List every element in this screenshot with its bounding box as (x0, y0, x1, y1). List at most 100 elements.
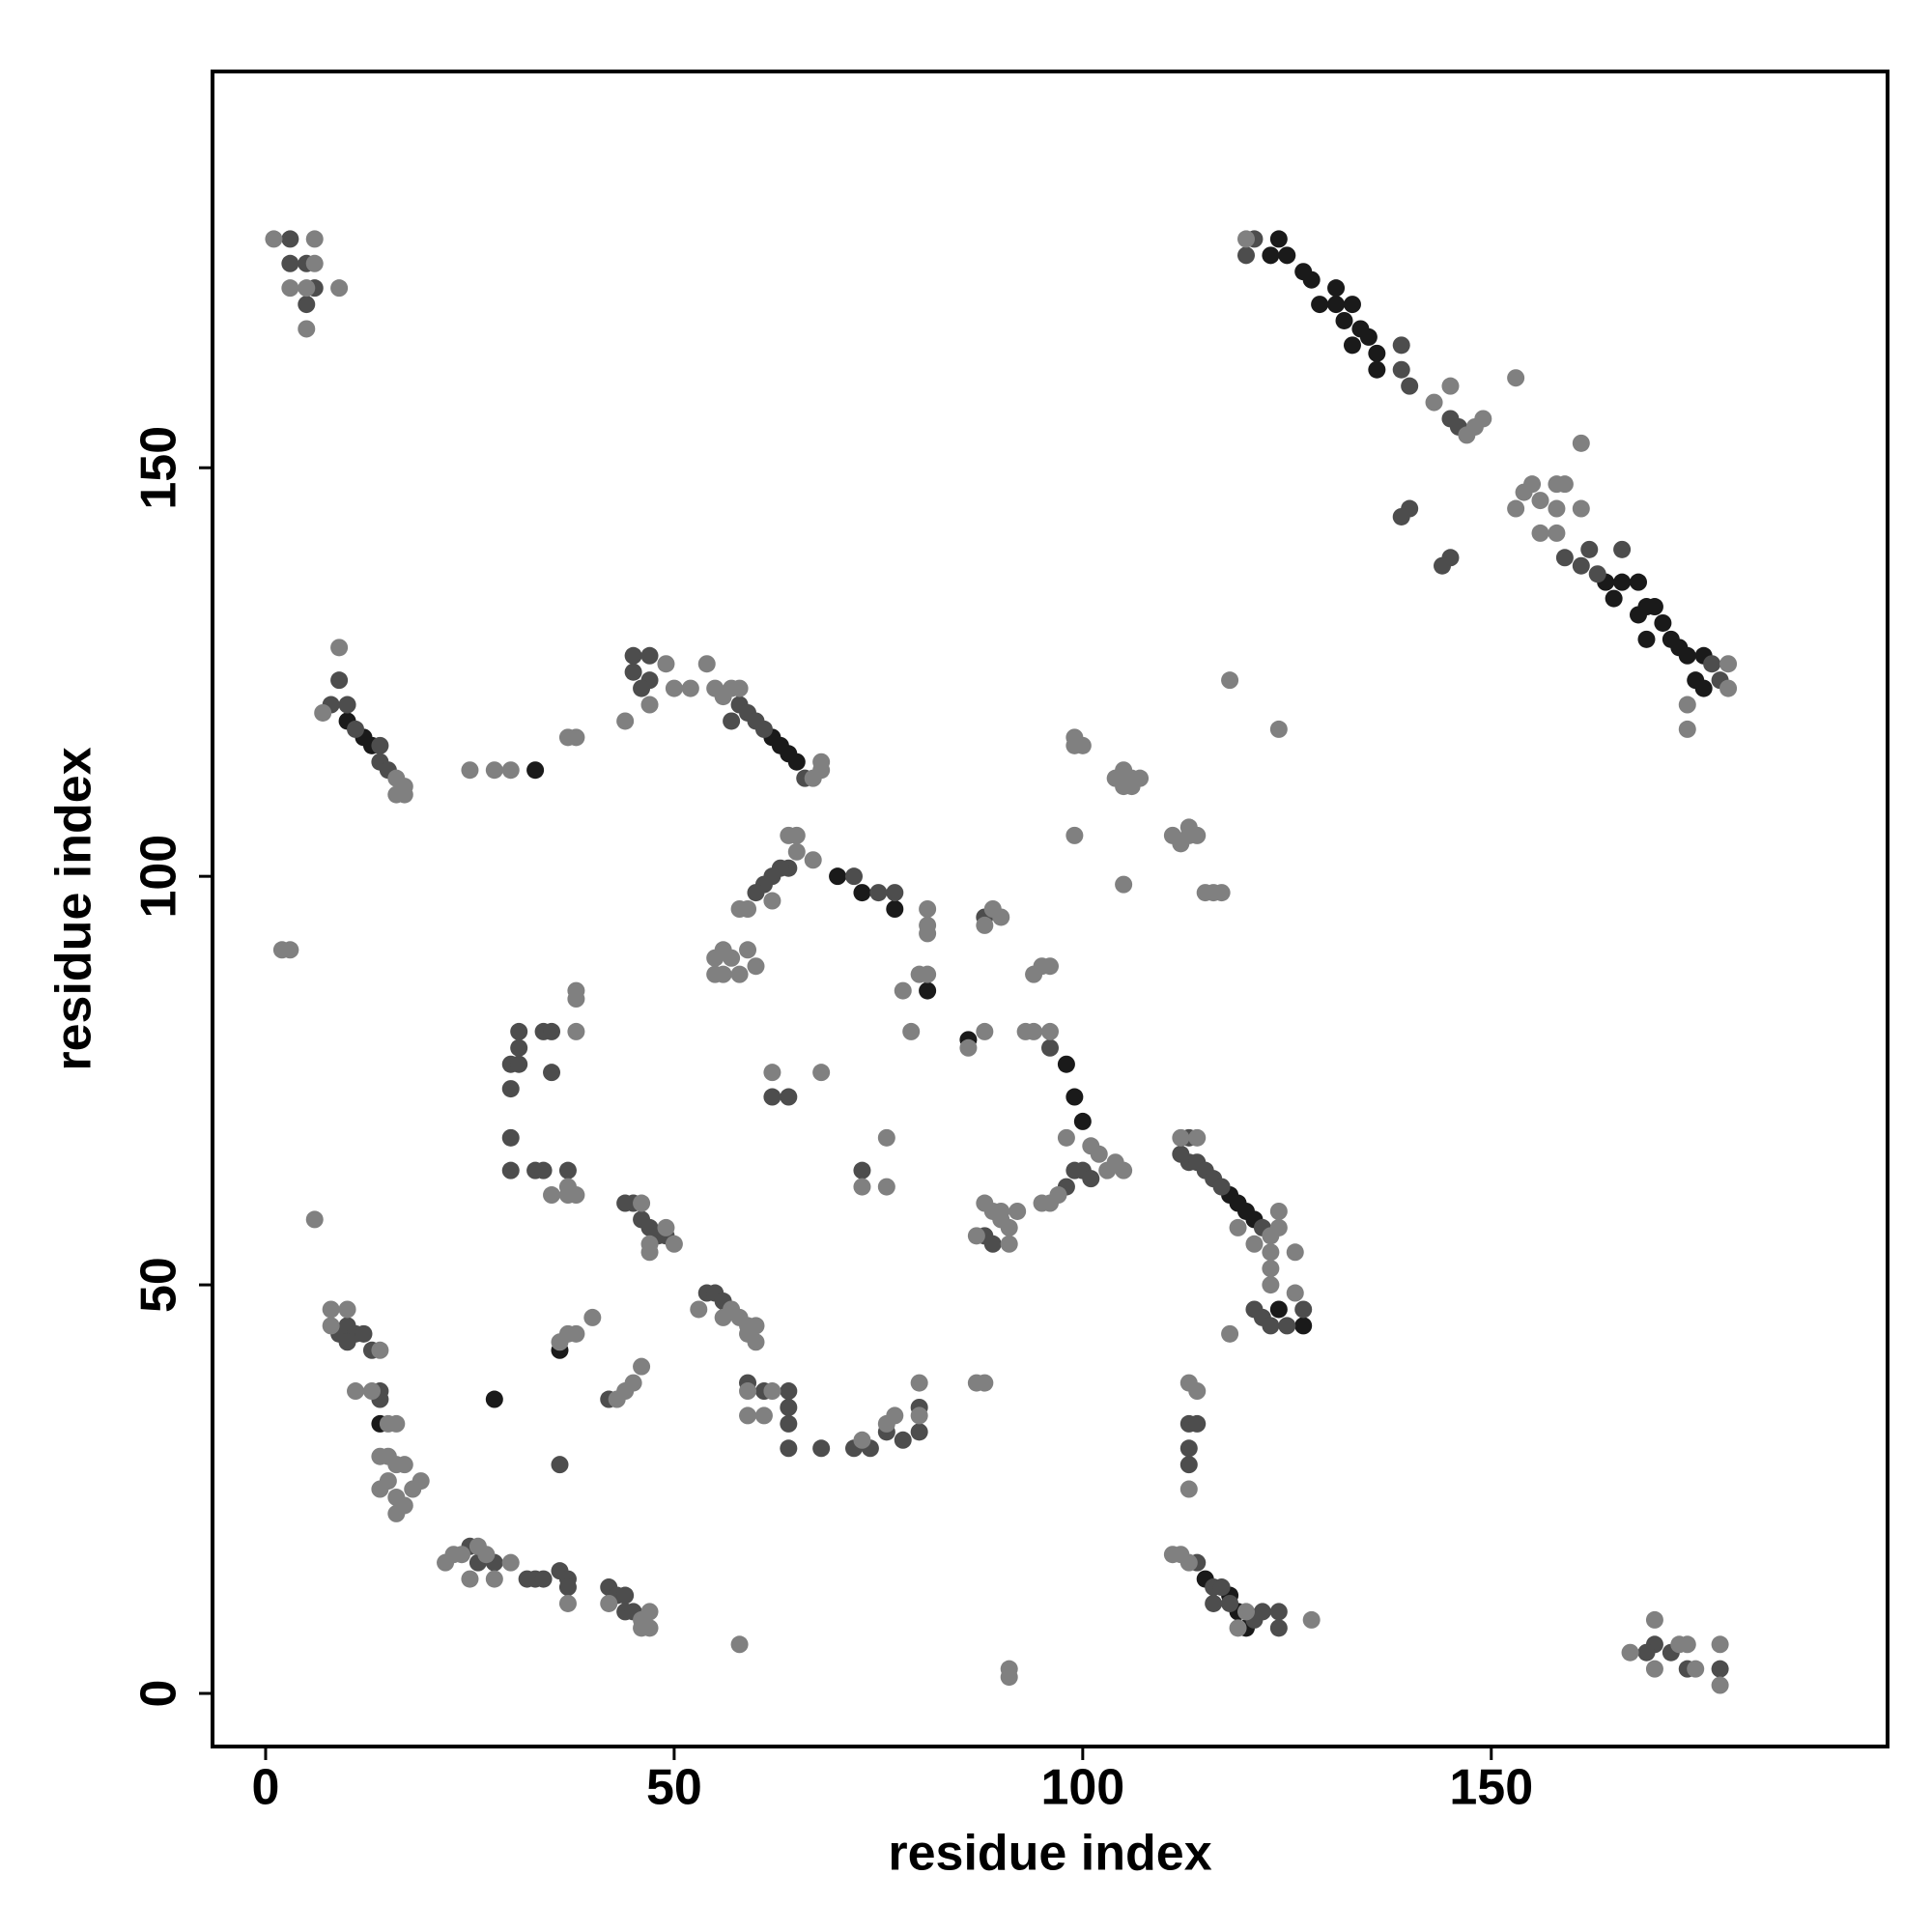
point (1678, 1635, 1696, 1654)
point (281, 941, 299, 959)
point (640, 1619, 659, 1637)
point (763, 892, 781, 910)
point (485, 1570, 503, 1588)
point (730, 679, 749, 697)
point (1311, 296, 1329, 314)
point (501, 1080, 520, 1098)
point (992, 1210, 1010, 1229)
point (1507, 499, 1525, 518)
point (1278, 246, 1296, 265)
point (1269, 1300, 1288, 1319)
point (1179, 1439, 1198, 1458)
point (1572, 556, 1590, 575)
point (787, 753, 806, 771)
point (501, 1161, 520, 1179)
point (1221, 1594, 1239, 1612)
point (1572, 434, 1590, 452)
point (558, 1161, 577, 1179)
point (1621, 1643, 1639, 1662)
point (485, 1390, 503, 1408)
point (1678, 720, 1696, 738)
point (1605, 589, 1623, 608)
point (371, 1341, 389, 1359)
point (967, 1227, 985, 1245)
point (1041, 957, 1059, 976)
x-tick-label: 0 (252, 1760, 280, 1816)
point (1073, 1112, 1092, 1130)
point (1343, 336, 1361, 355)
point (330, 671, 349, 690)
point (976, 916, 994, 934)
point (543, 1186, 561, 1205)
point (665, 679, 683, 697)
point (844, 867, 863, 886)
point (371, 736, 389, 754)
point (1033, 1194, 1051, 1212)
point (616, 1586, 635, 1605)
point (976, 1374, 994, 1392)
point (633, 679, 651, 697)
point (1507, 369, 1525, 387)
point (1188, 826, 1207, 844)
point (567, 1324, 585, 1343)
point (780, 1398, 798, 1416)
point (534, 1161, 553, 1179)
point (1245, 1235, 1264, 1253)
point (526, 761, 545, 780)
point (551, 1456, 569, 1474)
point (558, 1594, 577, 1612)
point (763, 1088, 781, 1106)
point (567, 728, 585, 747)
point (1212, 1178, 1231, 1196)
point (812, 753, 831, 771)
point (534, 1570, 553, 1588)
point (1009, 1202, 1027, 1220)
point (730, 1635, 749, 1654)
point (1025, 1022, 1043, 1040)
point (886, 900, 904, 918)
point (640, 696, 659, 714)
point (1057, 1128, 1075, 1147)
point (869, 884, 888, 902)
point (780, 826, 798, 844)
point (1711, 1635, 1729, 1654)
point (624, 663, 642, 681)
point (298, 296, 316, 314)
point (1269, 1619, 1288, 1637)
point (894, 981, 912, 1000)
point (501, 1128, 520, 1147)
point (395, 1456, 413, 1474)
point (812, 1064, 831, 1082)
y-tick-label: 50 (131, 1257, 187, 1313)
point (902, 1022, 921, 1040)
point (362, 1382, 381, 1401)
y-tick-label: 0 (131, 1680, 187, 1708)
point (1548, 499, 1566, 518)
point (1392, 507, 1410, 526)
point (1613, 573, 1632, 591)
point (1098, 1161, 1117, 1179)
point (338, 696, 356, 714)
point (1057, 1055, 1075, 1073)
point (1531, 524, 1549, 542)
point (338, 1300, 356, 1319)
point (543, 1022, 561, 1040)
point (510, 1055, 528, 1073)
point (1253, 1603, 1271, 1621)
point (387, 1414, 406, 1433)
point (1269, 230, 1288, 248)
point (910, 1406, 928, 1425)
point (1221, 1324, 1239, 1343)
point (1711, 1676, 1729, 1694)
point (1065, 826, 1084, 844)
point (314, 703, 332, 722)
point (1630, 573, 1648, 591)
point (1441, 377, 1460, 395)
x-tick-label: 100 (1040, 1760, 1124, 1816)
point (567, 1186, 585, 1205)
point (558, 1578, 577, 1597)
point (1555, 549, 1574, 567)
x-tick-label: 50 (646, 1760, 702, 1816)
point (1179, 1456, 1198, 1474)
